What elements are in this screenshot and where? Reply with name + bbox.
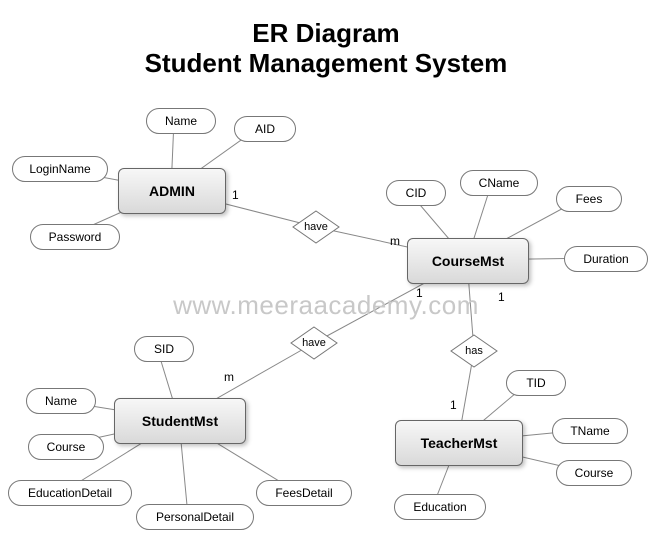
- attribute-admin_aid: AID: [234, 116, 296, 142]
- entity-studentmst: StudentMst: [114, 398, 246, 444]
- attribute-stu_course: Course: [28, 434, 104, 460]
- cardinality-have1-from: 1: [232, 188, 239, 202]
- attribute-admin_name: Name: [146, 108, 216, 134]
- attribute-admin_login: LoginName: [12, 156, 108, 182]
- attribute-course_fees: Fees: [556, 186, 622, 212]
- attribute-stu_name: Name: [26, 388, 96, 414]
- attribute-stu_pers: PersonalDetail: [136, 504, 254, 530]
- relationship-has: has: [450, 334, 498, 368]
- entity-admin: ADMIN: [118, 168, 226, 214]
- attribute-course_dur: Duration: [564, 246, 648, 272]
- entity-teachermst: TeacherMst: [395, 420, 523, 466]
- attribute-course_cname: CName: [460, 170, 538, 196]
- title-line-1: ER Diagram: [0, 18, 652, 49]
- cardinality-has-from: 1: [498, 290, 505, 304]
- attribute-course_cid: CID: [386, 180, 446, 206]
- relationship-have1: have: [292, 210, 340, 244]
- attribute-tch_course: Course: [556, 460, 632, 486]
- attribute-tch_edu: Education: [394, 494, 486, 520]
- attribute-stu_edu: EducationDetail: [8, 480, 132, 506]
- attribute-stu_sid: SID: [134, 336, 194, 362]
- attribute-admin_pass: Password: [30, 224, 120, 250]
- diagram-canvas: ER Diagram Student Management System www…: [0, 0, 652, 539]
- cardinality-have1-to: m: [390, 234, 400, 248]
- attribute-tch_tname: TName: [552, 418, 628, 444]
- attribute-stu_fees: FeesDetail: [256, 480, 352, 506]
- watermark: www.meeraacademy.com: [0, 290, 652, 321]
- connector-lines: [0, 0, 652, 539]
- cardinality-has-to: 1: [450, 398, 457, 412]
- cardinality-have2-from: 1: [416, 286, 423, 300]
- cardinality-have2-to: m: [224, 370, 234, 384]
- title-line-2: Student Management System: [0, 48, 652, 79]
- entity-coursemst: CourseMst: [407, 238, 529, 284]
- relationship-have2: have: [290, 326, 338, 360]
- attribute-tch_tid: TID: [506, 370, 566, 396]
